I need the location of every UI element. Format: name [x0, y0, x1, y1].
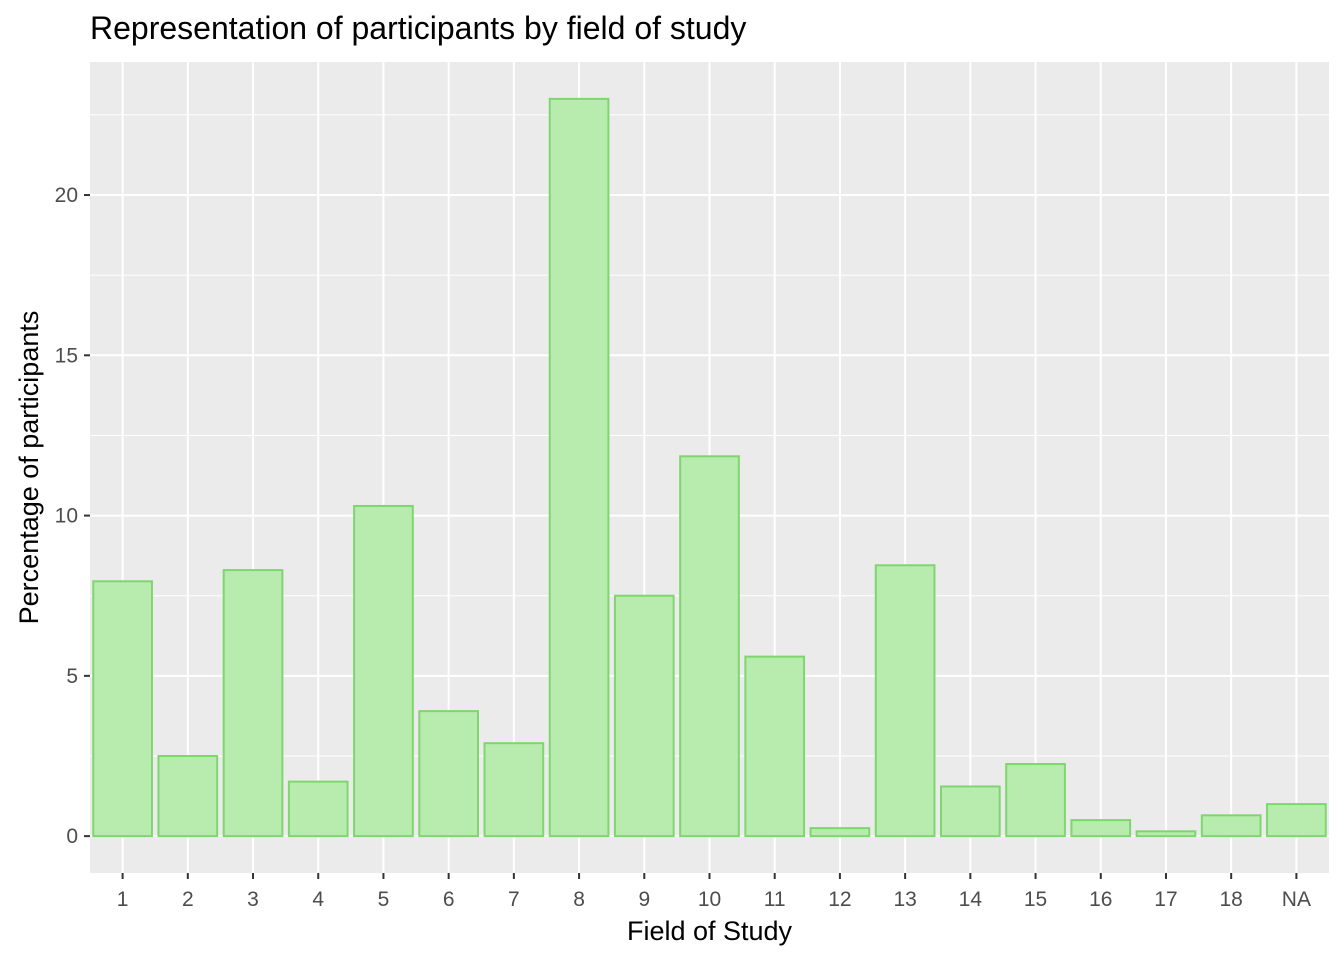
- bar-18: [1200, 814, 1262, 838]
- bar-13: [874, 564, 936, 838]
- x-tick-label: 11: [764, 888, 786, 911]
- y-tick-label: 0: [66, 825, 78, 848]
- x-tick-label: 7: [508, 888, 520, 911]
- x-tick-label: 9: [638, 888, 650, 911]
- bars: [92, 97, 1327, 838]
- y-tick-label: 15: [55, 344, 78, 367]
- bar-7: [483, 742, 545, 838]
- x-tick-label: NA: [1282, 888, 1311, 911]
- y-tick-label: 10: [55, 505, 78, 528]
- x-axis: 1 2 3 4 5 6 7 8 9 10 11 12 13 14 15 16 17 18 NA: [117, 873, 1311, 911]
- bar-12: [809, 827, 871, 838]
- bar-10: [679, 455, 740, 838]
- bar-1: [92, 580, 153, 838]
- bar-3: [222, 569, 284, 838]
- x-tick-label: 1: [117, 888, 129, 911]
- bar-14: [939, 785, 1001, 838]
- bar-17: [1135, 830, 1197, 838]
- bar-15: [1005, 763, 1066, 838]
- y-axis: 0 5 10 15 20: [55, 184, 90, 848]
- bar-NA: [1266, 803, 1327, 838]
- x-tick-label: 14: [959, 888, 983, 911]
- x-tick-label: 3: [247, 888, 259, 911]
- y-tick-label: 5: [66, 665, 78, 688]
- x-tick-label: 16: [1089, 888, 1112, 911]
- bar-5: [353, 504, 414, 838]
- x-tick-label: 18: [1220, 888, 1243, 911]
- chart-title: Representation of participants by field …: [90, 10, 747, 46]
- x-tick-label: 10: [698, 888, 721, 911]
- bar-4: [287, 780, 349, 838]
- x-tick-label: 2: [182, 888, 194, 911]
- bar-11: [744, 655, 806, 838]
- x-tick-label: 6: [443, 888, 455, 911]
- x-tick-label: 13: [893, 888, 916, 911]
- y-axis-title: Percentage of participants: [14, 311, 44, 625]
- x-axis-title: Field of Study: [627, 916, 793, 946]
- bar-8: [548, 97, 610, 838]
- bar-6: [418, 710, 480, 838]
- x-tick-label: 5: [378, 888, 390, 911]
- bar-16: [1070, 819, 1132, 838]
- x-tick-label: 12: [828, 888, 851, 911]
- bar-9: [613, 594, 675, 838]
- x-tick-label: 8: [573, 888, 585, 911]
- x-tick-label: 15: [1024, 888, 1047, 911]
- y-tick-label: 20: [55, 184, 78, 207]
- bar-2: [157, 754, 219, 838]
- x-tick-label: 17: [1154, 888, 1177, 911]
- x-tick-label: 4: [312, 888, 324, 911]
